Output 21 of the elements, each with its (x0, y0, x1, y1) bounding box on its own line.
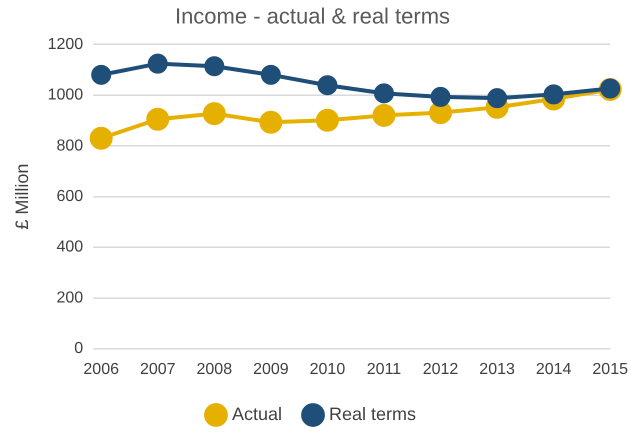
legend-label: Real terms (329, 404, 416, 424)
y-tick-label: 400 (56, 238, 84, 256)
y-tick-label: 0 (74, 340, 84, 358)
x-tick-label: 2007 (140, 360, 176, 378)
y-tick-label: 1000 (48, 86, 84, 104)
chart-title: Income - actual & real terms (174, 3, 450, 28)
x-tick-label: 2006 (83, 360, 120, 378)
x-tick-label: 2008 (196, 360, 232, 378)
x-tick-label: 2012 (422, 360, 458, 378)
x-tick-label: 2011 (366, 360, 402, 378)
y-tick-label: 200 (56, 289, 84, 306)
x-tick-label: 2013 (479, 360, 515, 378)
y-tick-label: 600 (56, 188, 84, 206)
x-tick-label: 2009 (253, 360, 289, 378)
x-tick-label: 2014 (536, 360, 572, 378)
x-tick-label: 2010 (310, 360, 346, 378)
y-axis-title: £ Million (12, 164, 32, 230)
x-tick-label: 2015 (592, 360, 628, 378)
y-tick-label: 800 (56, 137, 84, 154)
y-tick-label: 1200 (48, 36, 84, 53)
legend-label: Actual (232, 404, 282, 424)
